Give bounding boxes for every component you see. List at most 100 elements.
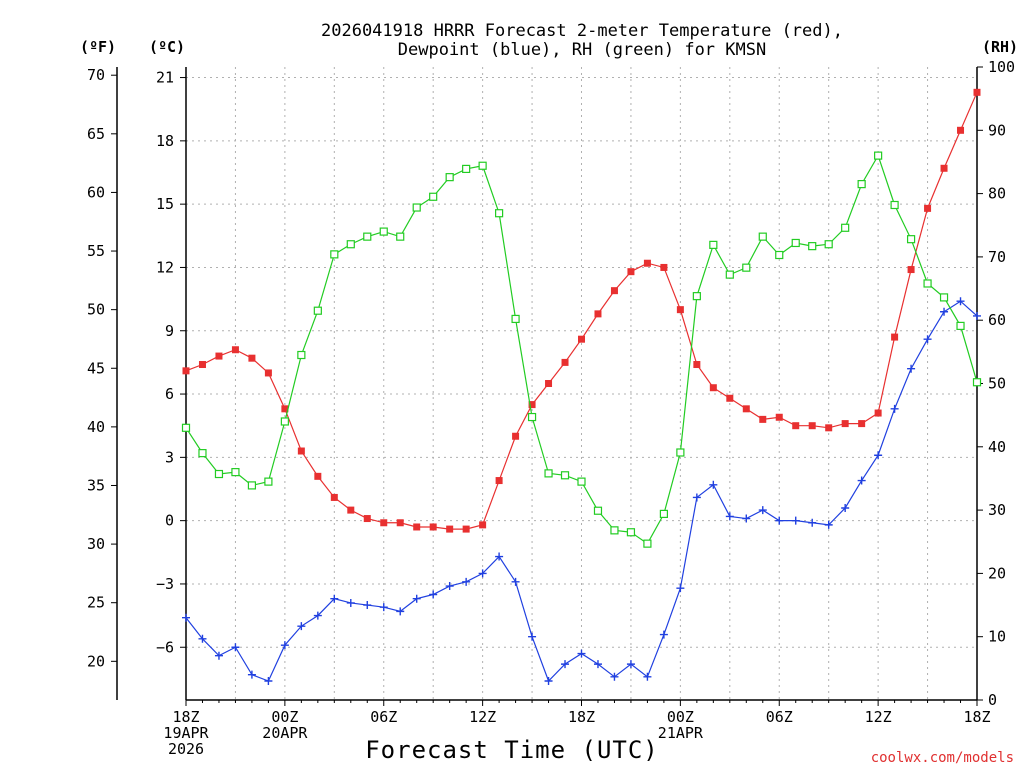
fahrenheit-tick-label: 35 [87, 476, 105, 494]
dewpoint-point [857, 476, 866, 485]
rh-point [676, 448, 685, 457]
x-tick-label: 00Z [667, 708, 694, 726]
rh-point [775, 250, 784, 260]
x-tick-label: 18Z [963, 708, 990, 726]
temperature-point [429, 523, 437, 531]
temperature-point [281, 405, 289, 413]
fahrenheit-tick-label: 45 [87, 359, 105, 377]
dewpoint-point [561, 660, 570, 669]
celsius-tick-label: 0 [165, 512, 174, 530]
rh-point [297, 350, 306, 360]
rh-point [824, 240, 833, 249]
temperature-point [610, 287, 618, 295]
fahrenheit-tick-label: 40 [87, 418, 105, 436]
rh-point [247, 481, 257, 490]
temperature-point [380, 519, 388, 527]
fahrenheit-tick-label: 50 [87, 301, 105, 319]
dewpoint-point [709, 480, 718, 489]
dewpoint-point [379, 603, 388, 612]
rh-point [939, 293, 949, 302]
rh-point [478, 161, 487, 170]
rh-point [906, 235, 916, 244]
rh-point [610, 526, 619, 535]
rh-tick-label: 100 [988, 58, 1015, 76]
rh-point [560, 471, 570, 480]
temperature-point [248, 354, 256, 362]
rh-point [857, 180, 866, 189]
rh-point [181, 423, 191, 432]
rh-point [412, 203, 421, 212]
dewpoint-point [956, 297, 965, 306]
temperature-point [413, 523, 421, 531]
temperature-point [940, 164, 948, 172]
rh-point [791, 238, 800, 248]
rh-point [890, 200, 899, 210]
series-2-meter-temperature [182, 88, 981, 533]
title-line-1: 2026041918 HRRR Forecast 2-meter Tempera… [321, 21, 843, 41]
rh-point [363, 232, 372, 241]
temperature-point [924, 204, 932, 212]
fahrenheit-unit-label: (ºF) [80, 38, 116, 56]
celsius-tick-label: 9 [165, 322, 174, 340]
dewpoint-point [973, 311, 981, 320]
rh-point [214, 469, 224, 479]
rh-point [808, 242, 817, 251]
dewpoint-point [907, 364, 916, 373]
dewpoint-point [659, 630, 668, 639]
x-tick-label: 00Z [271, 708, 298, 726]
x-tick-label: 12Z [865, 708, 892, 726]
temperature-point [264, 369, 272, 377]
rh-point [841, 223, 850, 232]
title-line-2: Dewpoint (blue), RH (green) for KMSN [398, 40, 766, 60]
x-tick-label: 18Z [172, 708, 199, 726]
series-rh [181, 151, 982, 548]
rh-point [231, 468, 240, 477]
temperature-point [676, 306, 684, 314]
dewpoint-point [182, 613, 190, 622]
temperature-point [479, 521, 487, 529]
rh-point [495, 209, 504, 218]
celsius-tick-label: 21 [156, 69, 174, 87]
temperature-point [446, 525, 454, 533]
dewpoint-point [396, 607, 405, 616]
temperature-point [330, 493, 338, 501]
rh-point [874, 151, 883, 160]
rh-tick-label: 20 [988, 564, 1006, 582]
dewpoint-point [725, 512, 734, 521]
x-tick-label: 21APR [658, 724, 704, 742]
dewpoint-point [214, 651, 223, 660]
rh-tick-label: 90 [988, 121, 1006, 139]
dewpoint-point [775, 516, 784, 525]
temperature-point [742, 405, 750, 413]
dewpoint-point [841, 503, 850, 512]
rh-point [577, 477, 586, 486]
dewpoint-point [626, 660, 635, 669]
rh-point [626, 528, 636, 537]
series-dewpoint [182, 297, 981, 686]
rh-tick-label: 10 [988, 628, 1006, 646]
temperature-point [858, 420, 866, 428]
dewpoint-point [890, 404, 899, 413]
gridlines [186, 67, 977, 700]
temperature-point [512, 432, 520, 440]
dewpoint-point [692, 493, 701, 502]
rh-point [692, 292, 701, 301]
rh-point [429, 192, 438, 201]
dewpoint-point [808, 518, 817, 527]
x-axis-label: Forecast Time (UTC) [365, 736, 659, 764]
dewpoint-point [923, 335, 932, 344]
temperature-point [314, 472, 322, 480]
x-tick-label: 12Z [469, 708, 496, 726]
temperature-point [495, 477, 503, 485]
temperature-point [347, 506, 355, 514]
temperature-point [215, 352, 223, 360]
rh-point [758, 232, 767, 241]
rh-tick-label: 80 [988, 185, 1006, 203]
dewpoint-point [791, 516, 800, 525]
rh-point [527, 412, 537, 422]
temperature-point [973, 88, 981, 96]
rh-point [198, 449, 207, 458]
celsius-tick-label: 15 [156, 195, 174, 213]
dewpoint-point [742, 514, 751, 523]
